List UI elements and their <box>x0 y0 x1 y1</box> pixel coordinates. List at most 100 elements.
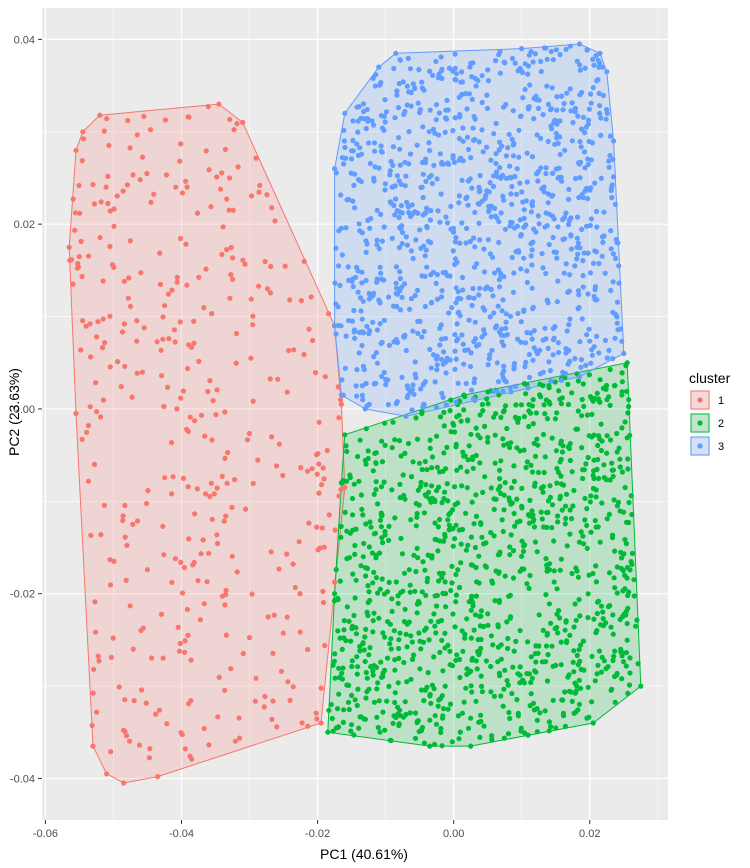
point <box>102 340 108 346</box>
point <box>452 239 458 245</box>
point <box>394 399 400 405</box>
point <box>394 285 400 291</box>
point <box>216 101 222 107</box>
point <box>497 673 503 679</box>
point <box>122 534 128 540</box>
point <box>505 682 511 688</box>
point <box>123 733 130 739</box>
point <box>383 382 389 388</box>
point <box>610 631 616 637</box>
point <box>478 608 484 614</box>
point <box>485 439 491 445</box>
point <box>314 524 320 530</box>
point <box>480 149 486 155</box>
point <box>390 144 396 150</box>
point <box>110 635 116 641</box>
point <box>226 207 232 213</box>
point <box>591 344 597 350</box>
point <box>206 550 212 556</box>
point <box>244 437 251 443</box>
point <box>408 676 414 682</box>
point <box>376 165 382 171</box>
point <box>162 303 168 309</box>
point <box>577 339 583 345</box>
point <box>365 448 371 454</box>
point <box>530 59 536 65</box>
point <box>372 164 378 170</box>
point <box>409 639 415 645</box>
point <box>561 101 567 107</box>
point <box>257 182 263 188</box>
point <box>366 589 372 595</box>
point <box>464 616 470 622</box>
point <box>562 689 568 695</box>
point <box>341 618 347 624</box>
point <box>436 110 442 116</box>
point <box>545 345 551 351</box>
point <box>554 107 560 113</box>
point <box>363 426 369 432</box>
point <box>464 194 470 200</box>
point <box>416 728 422 735</box>
point <box>624 565 631 571</box>
point <box>604 516 610 522</box>
point <box>407 151 414 157</box>
point <box>594 671 600 677</box>
point <box>593 249 600 255</box>
point <box>127 603 133 609</box>
point <box>370 468 376 474</box>
point <box>472 397 478 403</box>
point <box>484 144 490 150</box>
point <box>478 613 484 619</box>
point <box>122 697 128 703</box>
point <box>378 270 384 276</box>
point <box>478 521 484 528</box>
point <box>531 116 537 122</box>
point <box>558 662 564 668</box>
point <box>77 210 83 216</box>
point <box>602 270 608 276</box>
point <box>462 393 468 400</box>
point <box>427 743 433 749</box>
point <box>509 485 515 491</box>
point <box>624 620 630 627</box>
point <box>491 310 497 316</box>
point <box>373 72 379 78</box>
point <box>360 641 366 647</box>
point <box>187 414 193 420</box>
point <box>434 367 440 373</box>
point <box>374 207 380 213</box>
point <box>439 66 445 72</box>
point <box>537 371 543 377</box>
point <box>473 698 479 704</box>
point <box>478 673 484 679</box>
point <box>603 116 609 122</box>
point <box>360 554 366 560</box>
point <box>555 349 562 356</box>
point <box>402 496 408 502</box>
point <box>361 101 367 107</box>
point <box>470 137 477 143</box>
point <box>469 96 475 102</box>
point <box>502 667 508 673</box>
point <box>177 158 183 164</box>
point <box>441 349 447 355</box>
point <box>429 483 435 489</box>
point <box>354 104 360 110</box>
point <box>465 725 472 731</box>
point <box>408 296 415 302</box>
point <box>558 556 565 562</box>
point <box>621 350 627 357</box>
point <box>337 578 343 584</box>
point <box>396 245 402 251</box>
point <box>468 607 474 613</box>
point <box>420 194 426 201</box>
point <box>488 663 494 670</box>
point <box>501 363 507 369</box>
point <box>437 649 443 656</box>
point <box>456 527 462 533</box>
point <box>546 719 553 725</box>
point <box>524 279 531 286</box>
point <box>351 327 358 333</box>
point <box>467 238 473 245</box>
